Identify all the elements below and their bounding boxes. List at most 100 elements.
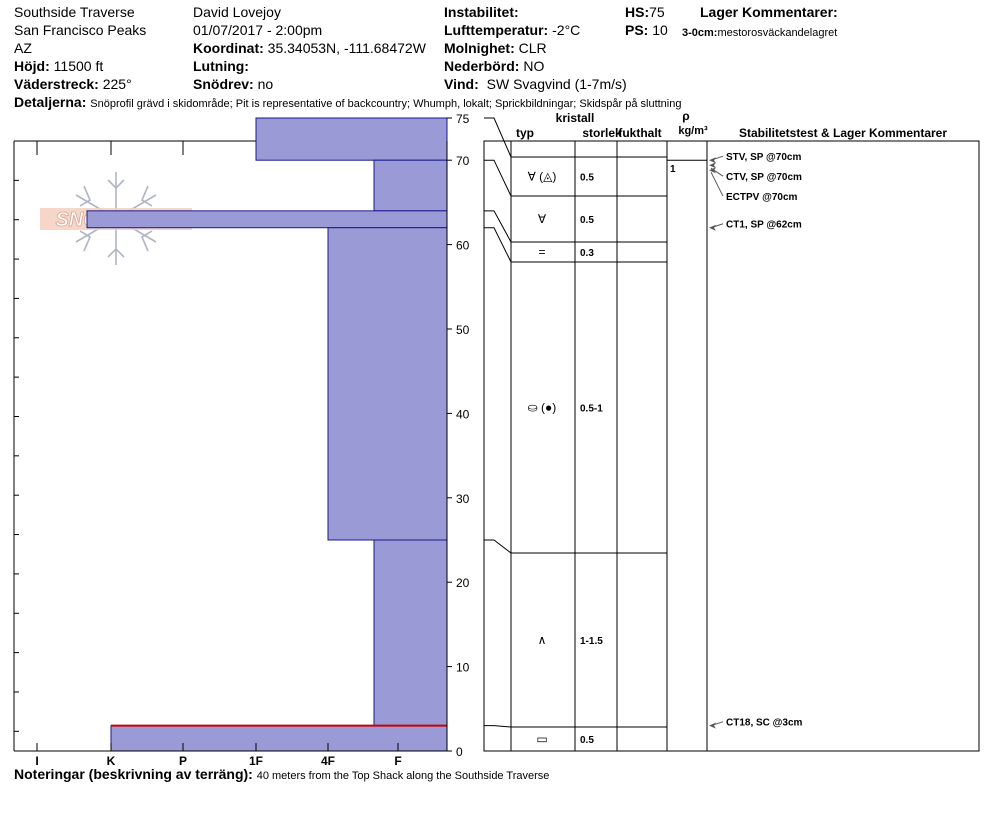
hardness-plot: I K P 1F 4F F [13, 117, 448, 768]
details-text: Snöprofil grävd i skidområde; Pit is rep… [90, 98, 682, 110]
depth-connector [484, 725, 512, 728]
crystal-size: 0.3 [580, 248, 594, 259]
layer-comment-range: 3-0cm: [682, 27, 718, 39]
sky-value: CLR [518, 40, 547, 56]
hs-value: 75 [649, 4, 665, 20]
precip-value: NO [523, 58, 545, 74]
depth-connector [484, 210, 512, 243]
depth-tick-label: 30 [456, 492, 470, 506]
ps-row: PS: 10 [625, 22, 668, 38]
hardness-layer-bar [255, 117, 448, 161]
column-header-rho: ρ [682, 109, 689, 123]
hardness-tick-label: P [179, 754, 187, 768]
hardness-layer-bar [327, 227, 448, 541]
elevation-label: Höjd: [14, 58, 50, 74]
hardness-layer-bar [86, 210, 448, 229]
depth-tick-label: 0 [456, 745, 463, 759]
precip-row: Nederbörd: NO [444, 58, 544, 74]
hardness-tick-label: I [35, 754, 38, 768]
depth-connector [484, 539, 512, 554]
crystal-size: 0.5 [580, 735, 594, 746]
crystal-type-symbol: = [538, 245, 545, 259]
column-header-crystal: kristall [556, 111, 595, 125]
airtemp-row: Lufttemperatur: -2°C [444, 22, 580, 38]
slope-label: Lutning: [193, 58, 249, 74]
crystal-size: 0.5-1 [580, 404, 603, 415]
coord-label: Koordinat: [193, 40, 264, 56]
depth-tick-label: 70 [456, 154, 470, 168]
slope-row: Lutning: [193, 58, 249, 74]
column-header-size: storlek [582, 126, 622, 140]
stability-test-label: CTV, SP @70cm [726, 172, 802, 183]
test-arrow-icon [709, 167, 716, 174]
depth-tick-label: 50 [456, 323, 470, 337]
precip-label: Nederbörd: [444, 58, 520, 74]
location: Southside Traverse [14, 4, 135, 20]
coord-value: 35.34053N, -111.68472W [267, 40, 426, 56]
crystal-type-symbol: ∀ (◬) [528, 170, 557, 184]
column-header-tests: Stabilitetstest & Lager Kommentarer [739, 126, 947, 140]
hardness-tick-label: 4F [321, 754, 335, 768]
hardness-tick-label: K [107, 754, 116, 768]
crystal-size: 0.5 [580, 215, 594, 226]
test-arrow-icon [709, 157, 716, 164]
hardness-tick-label: 1F [249, 754, 263, 768]
depth-tick-label: 75 [456, 112, 470, 126]
test-leader-line [710, 171, 724, 197]
depth-tick-label: 40 [456, 407, 470, 421]
hardness-tick-label: F [394, 754, 401, 768]
instability-label: Instabilitet: [444, 4, 519, 20]
depth-tick-label: 60 [456, 239, 470, 253]
hs-row: HS:75 [625, 4, 665, 20]
column-header-density-unit: kg/m³ [678, 125, 708, 137]
hardness-layer-bar [373, 159, 448, 212]
depth-connector [484, 227, 512, 263]
ps-label: PS: [625, 22, 649, 38]
test-arrow-icon [709, 162, 716, 169]
layer-comments-label: Lager Kommentarer: [700, 4, 838, 20]
elevation-value: 11500 ft [53, 58, 104, 74]
wind-row: Vind: SW Svagvind (1-7m/s) [444, 76, 627, 92]
depth-connector [484, 117, 512, 158]
drift-value: no [257, 76, 274, 92]
notes-label: Noteringar (beskrivning av terräng): [14, 766, 253, 782]
observer: David Lovejoy [193, 4, 281, 20]
stability-test-label: STV, SP @70cm [726, 152, 801, 163]
column-header-moisture: fukthalt [618, 126, 661, 140]
test-arrow-icon [709, 722, 716, 729]
notes-text: 40 meters from the Top Shack along the S… [256, 770, 550, 782]
airtemp-value: -2°C [552, 22, 581, 38]
depth-tick-label: 10 [456, 661, 470, 675]
column-header-type: typ [516, 126, 534, 140]
airtemp-label: Lufttemperatur: [444, 22, 549, 38]
hardness-layer-bar [373, 539, 448, 727]
depth-axis: 0 10 20 30 40 50 60 70 75 [446, 112, 470, 759]
ps-value: 10 [652, 22, 668, 38]
layer-comment-text: mestorosväckandelagret [717, 27, 838, 39]
sky-row: Molnighet: CLR [444, 40, 547, 56]
elevation-row: Höjd: 11500 ft [14, 58, 103, 74]
details-row: Detaljerna: Snöprofil grävd i skidområde… [14, 94, 681, 112]
stability-test-label: CT1, SP @62cm [726, 220, 802, 231]
sky-label: Molnighet: [444, 40, 515, 56]
crystal-size: 1-1.5 [580, 636, 603, 647]
aspect-label: Väderstreck: [14, 76, 99, 92]
crystal-size: 0.5 [580, 173, 594, 184]
mountain-range: San Francisco Peaks [14, 22, 147, 38]
datetime: 01/07/2017 - 2:00pm [193, 22, 323, 38]
instability-row: Instabilitet: [444, 4, 519, 20]
drift-label: Snödrev: [193, 76, 254, 92]
stability-test-label: ECTPV @70cm [726, 192, 798, 203]
crystal-type-symbol: ⛀ (●) [528, 401, 557, 415]
density-mark: 1 [670, 164, 676, 175]
aspect-row: Väderstreck: 225° [14, 76, 132, 92]
layer-comment-row: 3-0cm:mestorosväckandelagret [682, 23, 837, 41]
notes-row: Noteringar (beskrivning av terräng): 40 … [14, 766, 549, 784]
depth-tick-label: 20 [456, 576, 470, 590]
wind-value: SW Svagvind (1-7m/s) [486, 76, 627, 92]
wind-label: Vind: [444, 76, 479, 92]
stability-test-label: CT18, SC @3cm [726, 718, 803, 729]
crystal-type-symbol: ∧ [538, 633, 547, 647]
